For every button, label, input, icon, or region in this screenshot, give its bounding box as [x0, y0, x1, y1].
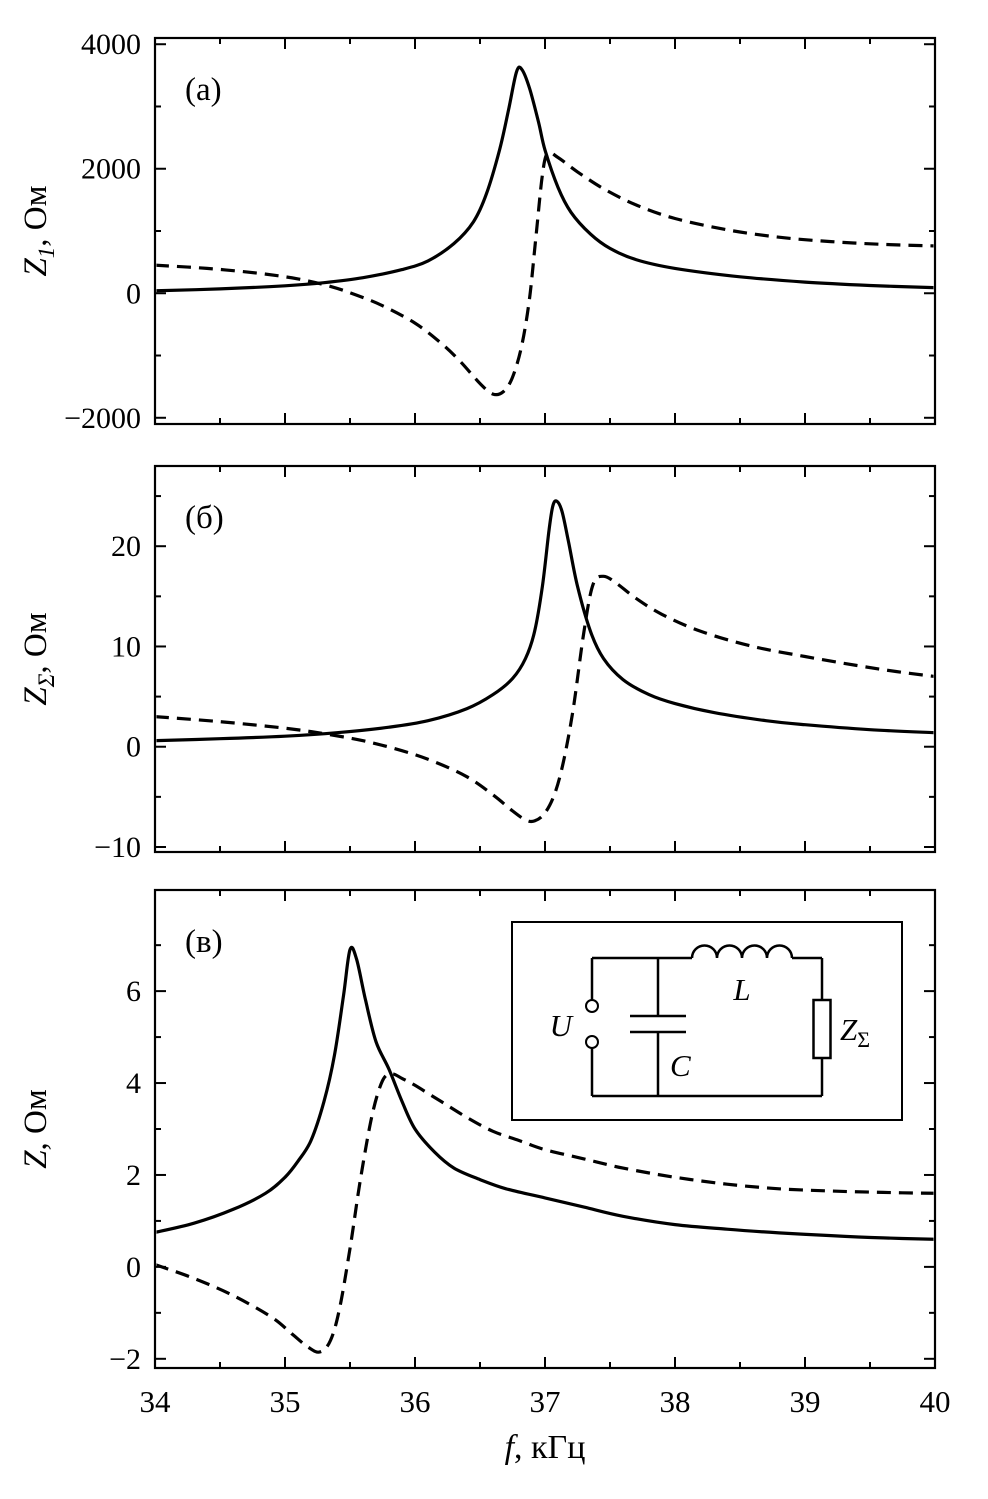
panel-(а): −2000 0 2000 4000 (а) Z1, Ом [18, 28, 937, 435]
Z-reactance-dashed-curve [156, 1072, 934, 1354]
axes-box [153, 888, 937, 1370]
source-label: U [550, 1008, 575, 1043]
x-tick-label: 40 [920, 1384, 951, 1419]
Z1-magnitude-solid-curve [156, 65, 934, 293]
panel-(б): −10 0 10 20 (б) ZΣ, Ом [18, 464, 937, 864]
source-terminal-icon [585, 1035, 599, 1049]
x-axis-label: f, кГц [505, 1429, 586, 1466]
inset-frame [511, 921, 903, 1121]
load-label: ZΣ [840, 1012, 870, 1052]
panel-letter-label: (б) [185, 500, 224, 536]
y-tick-label: −2 [109, 1343, 141, 1376]
circuit-inset: U L C ZΣ [511, 921, 903, 1121]
y-axis-label: Z, Ом [18, 1089, 54, 1169]
Zsigma-reactance-dashed-curve [156, 574, 934, 824]
y-tick-label: −10 [94, 831, 141, 864]
y-axis-label: ZΣ, Ом [18, 612, 59, 705]
axes-box [153, 464, 937, 854]
y-tick-label: 10 [111, 630, 141, 663]
panel-letter-label: (в) [185, 924, 223, 960]
x-tick-label: 37 [530, 1384, 561, 1419]
x-tick-label: 38 [660, 1384, 691, 1419]
source-terminal-icon [585, 999, 599, 1013]
y-tick-label: 2000 [81, 153, 141, 186]
x-tick-label: 36 [400, 1384, 431, 1419]
y-tick-label: 0 [126, 731, 141, 764]
y-tick-label: 4 [126, 1067, 141, 1100]
circuit-wire [690, 944, 794, 959]
Z-magnitude-solid-curve [156, 945, 934, 1241]
x-tick-label: 35 [270, 1384, 301, 1419]
y-tick-label: 6 [126, 975, 141, 1008]
capacitor-label: C [670, 1048, 691, 1083]
load-impedance-icon [812, 998, 832, 1060]
y-tick-label: −2000 [64, 402, 141, 435]
Z1-reactance-dashed-curve [156, 150, 934, 397]
Zsigma-magnitude-solid-curve [156, 499, 934, 743]
panel-letter-label: (а) [185, 72, 222, 108]
y-tick-label: 0 [126, 1251, 141, 1284]
x-tick-label: 39 [790, 1384, 821, 1419]
inductor-label: L [732, 972, 750, 1007]
y-tick-label: 20 [111, 530, 141, 563]
panel-(в): −2 0 2 4 6 34 35 36 37 38 39 40 (в) Z, Ом [18, 888, 951, 1419]
axes-box [153, 36, 937, 426]
y-tick-label: 2 [126, 1159, 141, 1192]
y-axis-label: Z1, Ом [18, 185, 59, 276]
x-tick-label: 34 [140, 1384, 172, 1419]
y-tick-label: 0 [126, 277, 141, 310]
y-tick-label: 4000 [81, 28, 141, 61]
